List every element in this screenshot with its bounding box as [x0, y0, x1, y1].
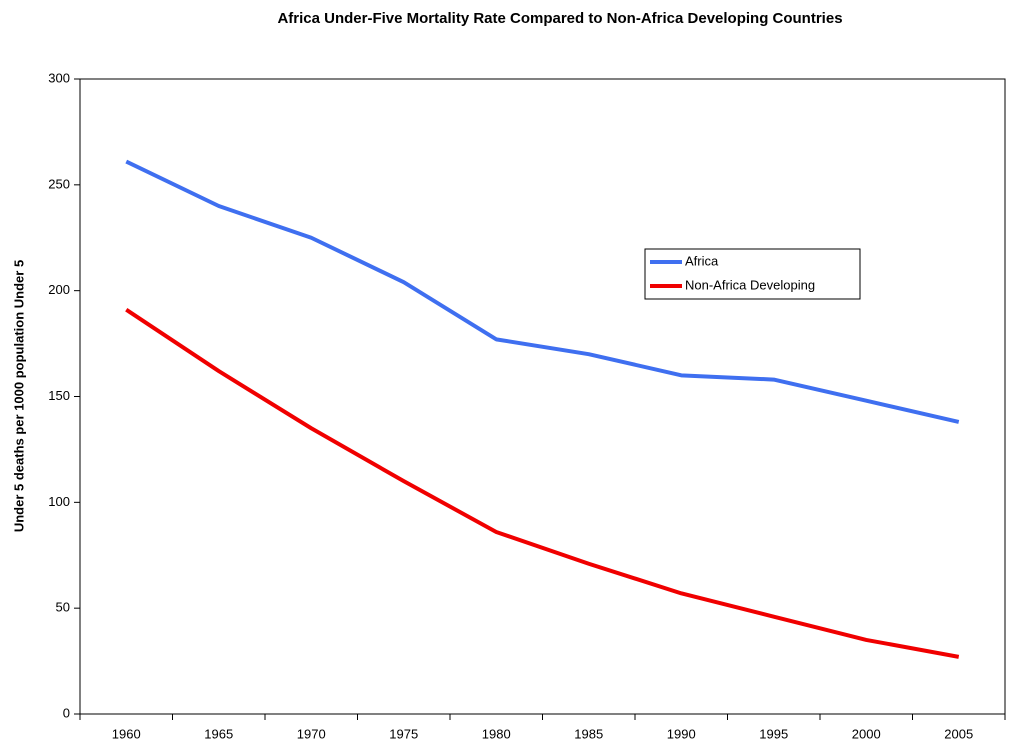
y-tick-label: 0 — [63, 705, 70, 720]
x-tick-label: 1975 — [389, 726, 418, 741]
y-axis-label: Under 5 deaths per 1000 population Under… — [11, 260, 26, 532]
y-tick-label: 150 — [48, 388, 70, 403]
y-tick-label: 50 — [56, 600, 70, 615]
x-tick-label: 1970 — [297, 726, 326, 741]
legend-label: Non-Africa Developing — [685, 277, 815, 292]
x-tick-label: 1990 — [667, 726, 696, 741]
legend-box — [644, 248, 861, 300]
y-tick-label: 300 — [48, 70, 70, 85]
line-series — [125, 159, 960, 424]
line-series — [125, 308, 960, 659]
x-tick-label: 1995 — [759, 726, 788, 741]
x-tick-label: 1980 — [482, 726, 511, 741]
plot-area — [79, 78, 1006, 715]
y-tick-label: 100 — [48, 494, 70, 509]
y-tick-label: 250 — [48, 176, 70, 191]
y-tick-label: 200 — [48, 282, 70, 297]
x-tick-label: 2000 — [852, 726, 881, 741]
x-tick-label: 2005 — [944, 726, 973, 741]
x-tick-label: 1985 — [574, 726, 603, 741]
chart-title: Africa Under-Five Mortality Rate Compare… — [277, 10, 842, 27]
legend-label: Africa — [685, 253, 719, 268]
x-tick-label: 1965 — [204, 726, 233, 741]
x-tick-label: 1960 — [112, 726, 141, 741]
